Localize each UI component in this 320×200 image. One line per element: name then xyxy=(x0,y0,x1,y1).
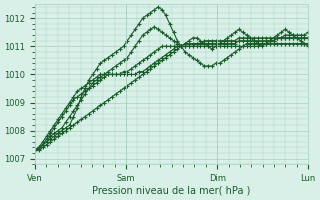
X-axis label: Pression niveau de la mer( hPa ): Pression niveau de la mer( hPa ) xyxy=(92,186,251,196)
